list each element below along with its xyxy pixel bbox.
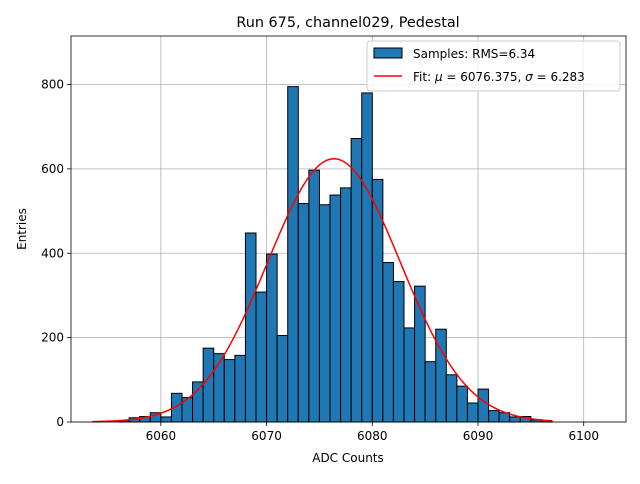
legend-fit-label: Fit: μ = 6076.375, σ = 6.283 <box>413 70 585 84</box>
chart-title: Run 675, channel029, Pedestal <box>236 15 459 31</box>
histogram-bar <box>350 138 363 423</box>
x-axis-label: ADC Counts <box>312 451 384 465</box>
plot-frame <box>70 35 627 423</box>
histogram-bar <box>340 187 352 423</box>
histogram-bar <box>308 169 320 423</box>
x-tick-label: 6070 <box>251 429 282 443</box>
legend: Samples: RMS=6.34 Fit: μ = 6076.375, σ =… <box>366 40 621 92</box>
legend-box <box>366 40 621 92</box>
histogram-bar <box>371 178 384 423</box>
histogram-bar <box>361 92 373 423</box>
legend-mu-value: = 6076.375, <box>443 70 526 84</box>
histogram-bar <box>329 194 342 423</box>
histogram-bar <box>477 388 490 423</box>
x-axis-ticks: 6060 6070 6080 6090 6100 <box>146 422 599 443</box>
x-tick-label: 6080 <box>357 429 388 443</box>
histogram-bar <box>456 385 468 423</box>
histogram-bar <box>192 381 204 423</box>
histogram-bar <box>509 416 521 423</box>
histogram-bar <box>403 327 416 423</box>
y-axis-ticks: 0 200 400 600 800 <box>41 78 71 429</box>
histogram-bar <box>160 416 172 423</box>
histogram-bar <box>424 361 437 423</box>
histogram-bar <box>266 253 278 423</box>
histogram-bar <box>392 281 405 423</box>
x-tick-label: 6090 <box>463 429 494 443</box>
histogram-bar <box>297 202 310 423</box>
histogram-bar <box>223 359 236 423</box>
y-tick-label: 600 <box>41 162 64 176</box>
legend-fit-prefix: Fit: <box>413 70 435 84</box>
y-axis-label: Entries <box>15 208 29 250</box>
legend-mu-symbol: μ <box>434 70 443 84</box>
y-tick-label: 0 <box>56 415 64 429</box>
y-tick-label: 200 <box>41 331 64 345</box>
legend-histogram-label: Samples: RMS=6.34 <box>413 47 535 61</box>
legend-sigma-value: = 6.283 <box>533 70 585 84</box>
x-tick-label: 6100 <box>568 429 599 443</box>
histogram-bar <box>234 354 246 423</box>
legend-sigma-symbol: σ <box>525 70 533 84</box>
histogram-bar <box>318 204 331 423</box>
histogram-bar <box>276 335 289 423</box>
histogram-bar <box>202 347 215 423</box>
histogram-bar <box>255 291 268 423</box>
y-tick-label: 400 <box>41 246 64 260</box>
histogram-bar <box>445 374 458 423</box>
legend-histogram-swatch <box>373 47 403 59</box>
y-tick-label: 800 <box>41 78 64 92</box>
histogram-bar <box>488 410 500 423</box>
histogram-bar <box>382 262 394 423</box>
fit-curve <box>92 158 553 423</box>
histogram-bar <box>287 86 299 423</box>
histogram-bar <box>244 232 257 423</box>
histogram-bar <box>466 402 479 423</box>
x-tick-label: 6060 <box>146 429 177 443</box>
